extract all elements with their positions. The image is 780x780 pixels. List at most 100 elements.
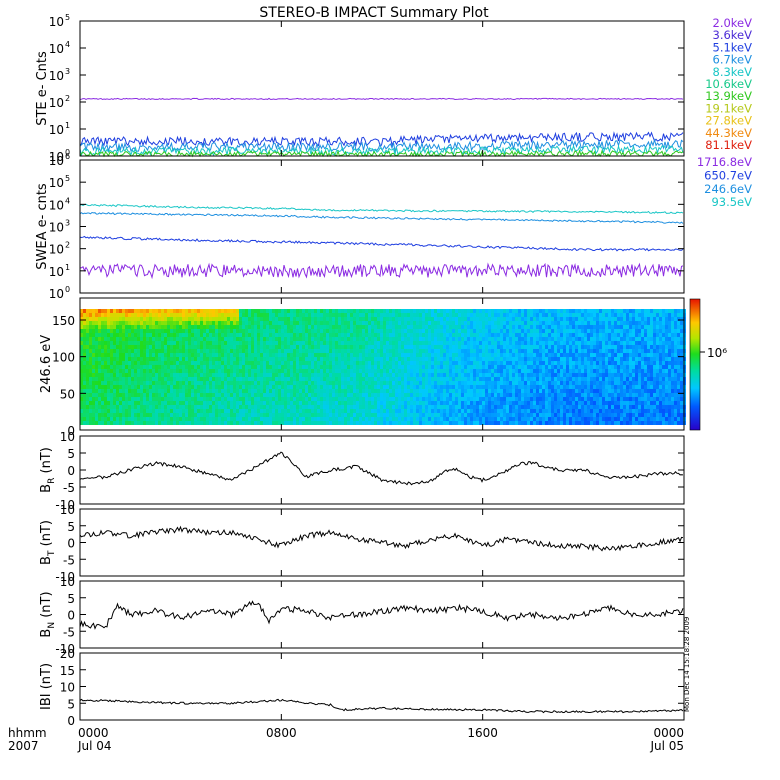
- heatmap-cell: [95, 409, 98, 413]
- heatmap-cell: [125, 385, 128, 389]
- heatmap-cell: [239, 377, 242, 381]
- heatmap-cell: [320, 341, 323, 345]
- heatmap-cell: [380, 413, 383, 417]
- heatmap-cell: [341, 413, 344, 417]
- heatmap-cell: [479, 401, 482, 405]
- heatmap-cell: [422, 329, 425, 333]
- heatmap-cell: [113, 357, 116, 361]
- heatmap-cell: [470, 369, 473, 373]
- heatmap-cell: [302, 393, 305, 397]
- heatmap-cell: [155, 421, 158, 425]
- heatmap-cell: [218, 397, 221, 401]
- heatmap-cell: [152, 309, 155, 313]
- heatmap-cell: [554, 405, 557, 409]
- heatmap-cell: [80, 329, 83, 333]
- heatmap-cell: [254, 417, 257, 421]
- heatmap-cell: [482, 373, 485, 377]
- heatmap-cell: [518, 325, 521, 329]
- heatmap-cell: [224, 365, 227, 369]
- heatmap-cell: [284, 309, 287, 313]
- heatmap-cell: [194, 325, 197, 329]
- heatmap-cell: [539, 397, 542, 401]
- heatmap-cell: [374, 369, 377, 373]
- heatmap-cell: [302, 365, 305, 369]
- heatmap-cell: [443, 377, 446, 381]
- heatmap-cell: [92, 385, 95, 389]
- heatmap-cell: [584, 309, 587, 313]
- heatmap-cell: [500, 357, 503, 361]
- heatmap-cell: [230, 341, 233, 345]
- heatmap-cell: [545, 353, 548, 357]
- heatmap-cell: [194, 417, 197, 421]
- heatmap-cell: [320, 345, 323, 349]
- heatmap-cell: [272, 381, 275, 385]
- heatmap-cell: [416, 389, 419, 393]
- heatmap-cell: [299, 373, 302, 377]
- heatmap-cell: [506, 377, 509, 381]
- heatmap-cell: [356, 397, 359, 401]
- heatmap-cell: [101, 417, 104, 421]
- heatmap-cell: [518, 329, 521, 333]
- heatmap-cell: [581, 409, 584, 413]
- heatmap-cell: [404, 337, 407, 341]
- heatmap-cell: [527, 381, 530, 385]
- heatmap-cell: [137, 313, 140, 317]
- heatmap-cell: [242, 313, 245, 317]
- heatmap-cell: [269, 353, 272, 357]
- heatmap-cell: [239, 329, 242, 333]
- heatmap-cell: [233, 381, 236, 385]
- heatmap-cell: [341, 405, 344, 409]
- heatmap-cell: [290, 365, 293, 369]
- heatmap-cell: [200, 421, 203, 425]
- heatmap-cell: [557, 373, 560, 377]
- heatmap-cell: [527, 341, 530, 345]
- heatmap-cell: [353, 365, 356, 369]
- heatmap-cell: [488, 413, 491, 417]
- heatmap-cell: [359, 329, 362, 333]
- heatmap-cell: [320, 377, 323, 381]
- heatmap-cell: [173, 417, 176, 421]
- heatmap-cell: [413, 365, 416, 369]
- heatmap-cell: [464, 401, 467, 405]
- heatmap-cell: [158, 333, 161, 337]
- heatmap-cell: [305, 381, 308, 385]
- heatmap-cell: [365, 361, 368, 365]
- heatmap-cell: [272, 333, 275, 337]
- heatmap-cell: [347, 353, 350, 357]
- heatmap-cell: [140, 345, 143, 349]
- heatmap-cell: [548, 309, 551, 313]
- heatmap-cell: [389, 377, 392, 381]
- heatmap-cell: [380, 405, 383, 409]
- heatmap-cell: [167, 409, 170, 413]
- heatmap-cell: [272, 393, 275, 397]
- heatmap-cell: [542, 345, 545, 349]
- heatmap-cell: [359, 381, 362, 385]
- heatmap-cell: [485, 361, 488, 365]
- heatmap-cell: [479, 337, 482, 341]
- heatmap-cell: [515, 317, 518, 321]
- heatmap-cell: [578, 409, 581, 413]
- heatmap-cell: [131, 365, 134, 369]
- heatmap-cell: [131, 321, 134, 325]
- heatmap-cell: [497, 357, 500, 361]
- heatmap-cell: [389, 369, 392, 373]
- heatmap-cell: [149, 409, 152, 413]
- heatmap-cell: [149, 341, 152, 345]
- heatmap-cell: [443, 413, 446, 417]
- heatmap-cell: [104, 417, 107, 421]
- heatmap-cell: [392, 325, 395, 329]
- heatmap-cell: [263, 349, 266, 353]
- heatmap-cell: [170, 349, 173, 353]
- heatmap-cell: [305, 321, 308, 325]
- heatmap-cell: [89, 409, 92, 413]
- heatmap-cell: [422, 337, 425, 341]
- heatmap-cell: [194, 361, 197, 365]
- heatmap-cell: [551, 377, 554, 381]
- heatmap-cell: [467, 369, 470, 373]
- heatmap-cell: [182, 365, 185, 369]
- heatmap-cell: [155, 337, 158, 341]
- heatmap-cell: [185, 361, 188, 365]
- heatmap-cell: [449, 421, 452, 425]
- heatmap-cell: [272, 329, 275, 333]
- heatmap-cell: [380, 341, 383, 345]
